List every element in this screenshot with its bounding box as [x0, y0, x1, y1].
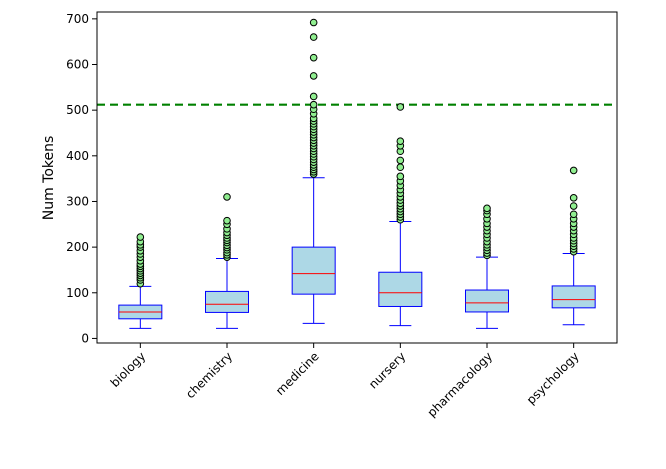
y-tick-label: 300: [66, 194, 89, 208]
outlier-point: [569, 194, 578, 202]
outlier-point: [396, 137, 405, 146]
outlier-point: [396, 163, 405, 172]
outlier-point: [223, 193, 231, 201]
outlier-point: [136, 233, 145, 241]
outlier-point: [309, 18, 318, 27]
y-tick-label: 100: [66, 286, 89, 300]
iqr-box-nursery: [378, 271, 423, 307]
x-tick-label-biology: biology: [108, 349, 149, 390]
plot-area-frame: [96, 11, 618, 344]
y-axis-label: Num Tokens: [41, 136, 57, 221]
outlier-point: [223, 216, 231, 225]
x-tick-label-psychology: psychology: [524, 349, 582, 407]
x-tick-label-pharmacology: pharmacology: [425, 349, 495, 419]
x-tick-label-medicine: medicine: [273, 349, 322, 398]
outlier-point: [396, 172, 405, 181]
outlier-point: [569, 210, 578, 219]
outlier-point: [396, 156, 405, 165]
iqr-box-pharmacology: [465, 289, 509, 313]
y-tick-label: 400: [66, 149, 89, 163]
outlier-point: [309, 100, 318, 109]
iqr-box-chemistry: [205, 290, 249, 313]
iqr-box-psychology: [551, 285, 596, 309]
x-tick-label-nursery: nursery: [366, 349, 408, 391]
y-tick-label: 700: [66, 12, 89, 26]
y-tick-label: 500: [66, 103, 89, 117]
iqr-box-medicine: [291, 246, 336, 295]
outlier-point: [309, 53, 318, 62]
x-tick-label-chemistry: chemistry: [183, 349, 235, 401]
outlier-point: [483, 204, 491, 213]
outlier-point: [396, 103, 405, 111]
outlier-point: [309, 92, 318, 101]
y-tick-label: 0: [81, 331, 89, 345]
outlier-point: [569, 202, 578, 210]
outlier-point: [309, 33, 318, 41]
outlier-point: [569, 166, 578, 175]
y-tick-label: 600: [66, 58, 89, 72]
y-tick-label: 200: [66, 240, 89, 254]
outlier-point: [309, 72, 318, 80]
